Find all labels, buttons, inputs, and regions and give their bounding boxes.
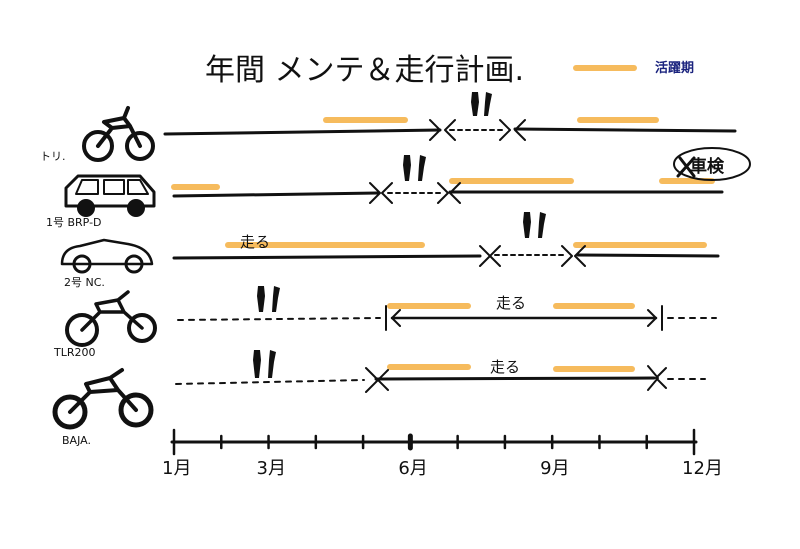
timeline-line xyxy=(576,253,720,258)
axis-tick-label: 1月 xyxy=(162,458,191,479)
timeline-line xyxy=(172,254,482,260)
wrench-icon xyxy=(471,92,492,116)
inspection-stamp: 車検 xyxy=(673,147,751,181)
run-label: 走る xyxy=(490,358,520,376)
vehicle-label: TLR200 xyxy=(53,346,96,359)
inspection-label: 車検 xyxy=(690,156,725,177)
wrench-icon xyxy=(523,212,546,238)
timeline-line xyxy=(163,128,442,136)
row-v4: 走る xyxy=(177,286,717,331)
wrench-icon xyxy=(253,350,276,378)
idle-period xyxy=(175,379,365,385)
axis-tick-label: 6月 xyxy=(398,458,427,479)
timeline-line xyxy=(172,191,380,198)
trials-bike-icon xyxy=(65,290,157,347)
wrench-icon xyxy=(257,286,280,312)
row-v1 xyxy=(163,92,737,141)
star-mark xyxy=(676,156,696,178)
legend-label: 活躍期 xyxy=(655,60,694,76)
boundary-marks xyxy=(385,305,663,331)
boundary-marks xyxy=(365,365,667,393)
vehicle-label: 2号 NC. xyxy=(64,276,105,289)
legend: 活躍期 xyxy=(573,60,694,76)
axis-tick-label: 9月 xyxy=(540,458,569,479)
idle-period xyxy=(177,317,381,321)
run-label: 走る xyxy=(496,294,526,312)
axis-tick-label: 12月 xyxy=(682,458,723,479)
axis-tick-label: 3月 xyxy=(257,458,286,479)
boundary-marks xyxy=(429,119,526,141)
axis-labels: 1月 3月 6月 9月 12月 xyxy=(162,458,723,479)
offroad-bike-icon xyxy=(82,106,155,162)
timeline-line xyxy=(374,376,656,381)
car-icon xyxy=(64,174,156,217)
wrench-icon xyxy=(403,155,426,181)
vehicle-label: BAJA. xyxy=(62,434,91,447)
vehicle-label: 1号 BRP-D xyxy=(46,216,102,229)
vehicle-labels: トリ. 1号 BRP-D 2号 NC. TLR200 BAJA. xyxy=(40,150,105,447)
convertible-icon xyxy=(60,238,154,274)
vehicle-label: トリ. xyxy=(40,150,66,163)
run-label: 走る xyxy=(240,233,270,251)
month-axis: 1月 3月 6月 9月 12月 xyxy=(162,428,723,479)
row-v5: 走る xyxy=(175,350,706,393)
dirt-bike-icon xyxy=(52,368,154,430)
row-v2: 車検 xyxy=(172,147,751,204)
active-periods xyxy=(171,117,715,372)
diagram-title: 年間 メンテ＆走行計画. xyxy=(205,53,524,88)
axis-ticks xyxy=(172,428,696,456)
boundary-marks xyxy=(369,182,461,204)
timeline-line xyxy=(513,127,737,133)
row-v3: 走る xyxy=(172,212,720,267)
vehicle-icons xyxy=(52,106,157,430)
boundary-marks xyxy=(479,245,586,267)
